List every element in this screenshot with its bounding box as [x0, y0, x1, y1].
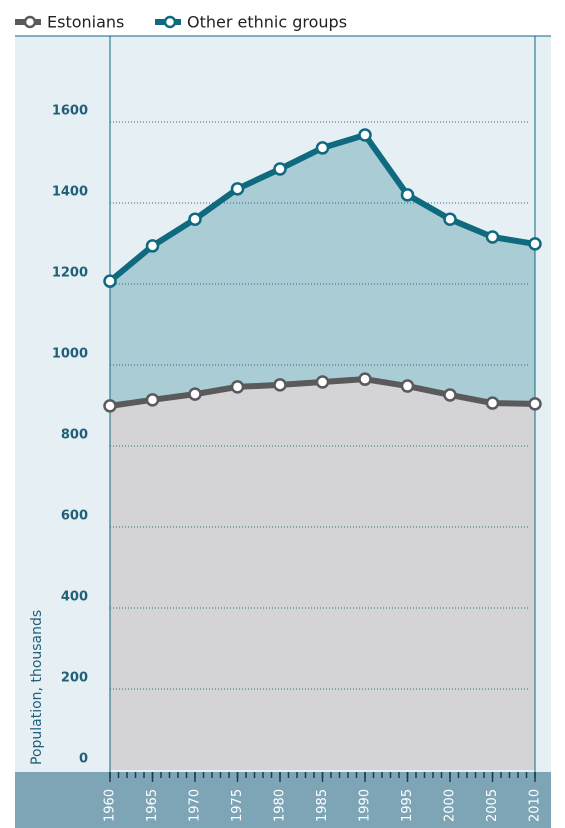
x-axis-band: [15, 772, 551, 828]
data-point: [443, 212, 457, 226]
x-tick-label: 1970: [188, 789, 203, 822]
x-tick-label: 1960: [103, 789, 118, 822]
x-tick-label: 1990: [358, 789, 373, 822]
data-point: [400, 379, 415, 393]
y-tick-label: 400: [61, 590, 88, 605]
data-point: [188, 387, 202, 401]
legend-label: Other ethnic groups: [187, 13, 347, 32]
y-tick-label: 600: [61, 509, 88, 524]
y-tick-label: 1600: [52, 104, 88, 119]
data-point: [103, 274, 117, 288]
data-point: [273, 378, 287, 392]
legend-entry: Other ethnic groups: [155, 13, 347, 32]
area: [110, 379, 535, 770]
x-tick-label: 2005: [485, 789, 500, 822]
data-point: [485, 230, 500, 244]
x-tick-label: 1995: [400, 789, 415, 822]
x-tick-label: 1980: [273, 789, 288, 822]
legend-label: Estonians: [47, 13, 124, 32]
y-axis-label: Population, thousands: [29, 610, 45, 765]
data-point: [188, 212, 202, 226]
data-point: [315, 375, 330, 389]
data-point: [528, 237, 542, 251]
y-tick-label: 200: [61, 671, 88, 686]
data-point: [273, 162, 287, 176]
data-point: [230, 182, 245, 196]
data-point: [443, 388, 457, 402]
data-point: [358, 372, 372, 386]
data-point: [485, 396, 500, 410]
x-tick-label: 1965: [145, 789, 160, 822]
x-tick-label: 1975: [230, 789, 245, 822]
y-tick-label: 1000: [52, 347, 88, 362]
data-point: [358, 128, 372, 142]
x-tick-label: 2000: [443, 789, 458, 822]
legend-marker: [163, 15, 177, 29]
y-tick-label: 1200: [52, 266, 88, 281]
area: [110, 134, 535, 406]
data-point: [528, 397, 542, 411]
y-tick-label: 800: [61, 428, 88, 443]
data-point: [145, 239, 160, 253]
legend-marker: [23, 15, 37, 29]
data-point: [230, 380, 245, 394]
data-point: [400, 188, 415, 202]
x-tick-label: 2010: [528, 789, 543, 822]
x-tick-label: 1985: [315, 789, 330, 822]
data-point: [103, 399, 117, 413]
y-tick-label: 1400: [52, 185, 88, 200]
data-point: [145, 393, 160, 407]
data-point: [315, 141, 330, 155]
legend-entry: Estonians: [15, 13, 124, 32]
y-tick-label: 0: [79, 752, 88, 767]
